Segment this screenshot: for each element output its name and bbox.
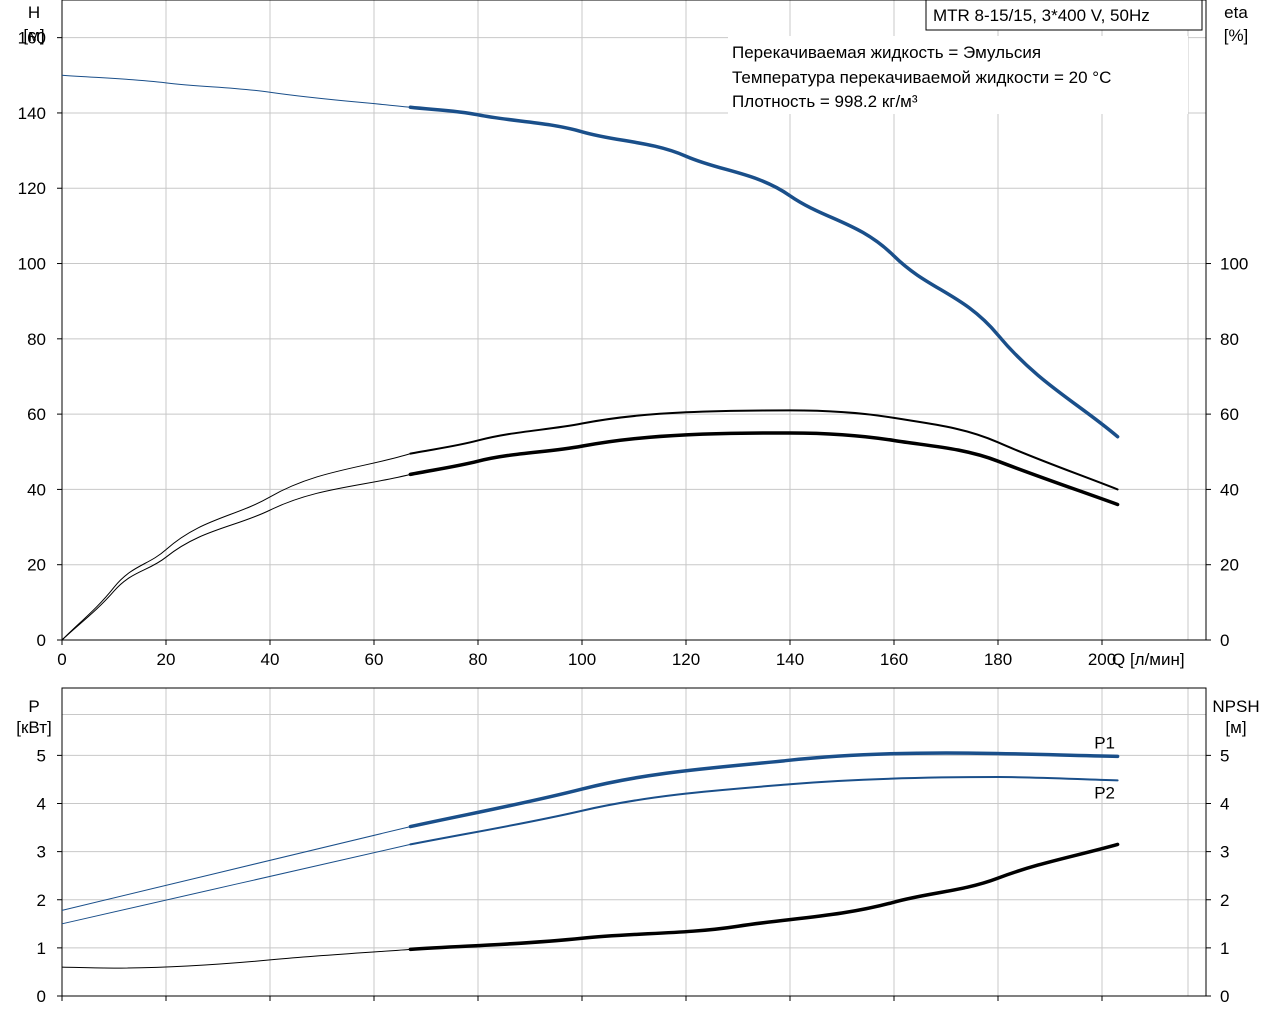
series-H-line xyxy=(408,105,1120,439)
y-left-axis-unit: [м] xyxy=(23,26,44,45)
series-label-P2: P2 xyxy=(1094,783,1115,802)
x-tick-label: 200 xyxy=(1088,650,1116,669)
y-left-axis-title: P xyxy=(28,697,39,716)
series-eta_pump-line xyxy=(408,431,1120,507)
y-left-axis-title: H xyxy=(28,3,40,22)
y-left-tick-label: 4 xyxy=(37,795,46,814)
y-right-tick-label: 5 xyxy=(1220,746,1229,765)
temperature-label: Температура перекачиваемой жидкости = 20… xyxy=(732,68,1111,87)
density-label: Плотность = 998.2 кг/м³ xyxy=(732,92,918,111)
y-right-tick-label: 3 xyxy=(1220,843,1229,862)
y-left-tick-label: 80 xyxy=(27,330,46,349)
y-left-tick-label: 160 xyxy=(18,29,46,48)
y-left-tick-label: 140 xyxy=(18,104,46,123)
y-left-tick-label: 3 xyxy=(37,843,46,862)
series-P1-thin xyxy=(61,826,411,911)
y-left-tick-label: 120 xyxy=(18,179,46,198)
series-P1-line xyxy=(408,751,1120,829)
x-tick-label: 60 xyxy=(365,650,384,669)
series-eta_total-thin xyxy=(61,453,411,641)
x-tick-label: 80 xyxy=(469,650,488,669)
y-left-tick-label: 5 xyxy=(37,746,46,765)
y-right-tick-label: 1 xyxy=(1220,939,1229,958)
y-right-tick-label: 60 xyxy=(1220,405,1239,424)
y-left-tick-label: 1 xyxy=(37,939,46,958)
y-right-tick-label: 2 xyxy=(1220,891,1229,910)
series-NPSH-thin xyxy=(61,948,411,969)
series-H-thin xyxy=(61,74,411,108)
bottom-chart-power-npsh: 0 1 2 3 4 5 0 1 2 3 4 5 P [кВт] NPSH [м] P1 P2 xyxy=(16,687,1260,1006)
y-left-tick-label: 2 xyxy=(37,891,46,910)
top-chart-head-efficiency: 0 20 40 60 80 100 120 140 160 180 2000204060801001… xyxy=(18,0,1249,669)
series-P2-thin xyxy=(61,843,411,925)
y-right-tick-label: 0 xyxy=(1220,987,1229,1006)
y-right-tick-label: 40 xyxy=(1220,480,1239,499)
series-label-P1: P1 xyxy=(1094,733,1115,752)
x-tick-label: 120 xyxy=(672,650,700,669)
series-eta_total-line xyxy=(409,409,1119,491)
x-axis-title: Q [л/мин] xyxy=(1112,650,1185,669)
series-eta_pump-thin xyxy=(61,473,411,641)
x-tick-label: 100 xyxy=(568,650,596,669)
y-left-tick-label: 40 xyxy=(27,480,46,499)
x-tick-label: 0 xyxy=(57,650,66,669)
x-tick-label: 40 xyxy=(261,650,280,669)
series-P2-line xyxy=(409,776,1119,846)
y-left-tick-label: 20 xyxy=(27,556,46,575)
y-left-tick-label: 0 xyxy=(37,631,46,650)
x-tick-label: 140 xyxy=(776,650,804,669)
y-right-axis-unit: [м] xyxy=(1225,718,1246,737)
model-box xyxy=(925,0,1203,31)
y-left-tick-label: 100 xyxy=(18,255,46,274)
x-tick-label: 160 xyxy=(880,650,908,669)
x-tick-label: 180 xyxy=(984,650,1012,669)
y-right-axis-title: NPSH xyxy=(1212,697,1259,716)
y-right-tick-label: 20 xyxy=(1220,556,1239,575)
model-label: MTR 8-15/15, 3*400 V, 50Hz xyxy=(933,6,1150,25)
series-NPSH-line xyxy=(408,842,1120,952)
y-right-axis-title: eta xyxy=(1224,3,1248,22)
plot-frame xyxy=(61,687,1207,997)
y-right-tick-label: 100 xyxy=(1220,255,1248,274)
y-right-tick-label: 4 xyxy=(1220,795,1229,814)
plot-frame xyxy=(61,0,1207,641)
x-tick-label: 20 xyxy=(157,650,176,669)
y-right-tick-label: 0 xyxy=(1220,631,1229,650)
y-left-tick-label: 0 xyxy=(37,987,46,1006)
y-right-axis-unit: [%] xyxy=(1224,26,1249,45)
y-left-axis-unit: [кВт] xyxy=(16,718,51,737)
info-background xyxy=(728,36,1188,114)
fluid-label: Перекачиваемая жидкость = Эмульсия xyxy=(732,43,1041,62)
y-right-tick-label: 80 xyxy=(1220,330,1239,349)
y-left-tick-label: 60 xyxy=(27,405,46,424)
